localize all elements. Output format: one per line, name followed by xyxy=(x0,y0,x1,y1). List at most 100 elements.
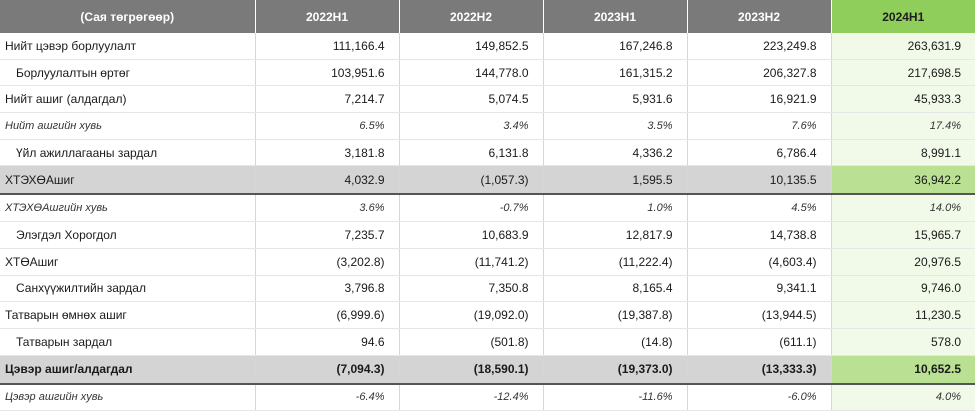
cell-value: 6,131.8 xyxy=(399,139,544,167)
cell-value: 223,249.8 xyxy=(687,33,832,60)
cell-value: 7.6% xyxy=(687,112,832,140)
cell-value: (6,999.6) xyxy=(255,301,400,329)
cell-value: 6,786.4 xyxy=(687,139,832,167)
cell-value: (19,092.0) xyxy=(399,301,544,329)
cell-value: (4,603.4) xyxy=(687,248,832,276)
row-label: Нийт ашиг (алдагдал) xyxy=(0,85,256,114)
table-row-band: ХТЭХӨАшиг 4,032.9 (1,057.3) 1,595.5 10,1… xyxy=(0,165,975,196)
cell-value: 94.6 xyxy=(255,328,400,356)
table-row: Татварын өмнөх ашиг (6,999.6) (19,092.0)… xyxy=(0,301,975,329)
table-row: Нийт цэвэр борлуулалт 111,166.4 149,852.… xyxy=(0,33,975,60)
cell-value: (19,373.0) xyxy=(543,354,688,385)
cell-value: (611.1) xyxy=(687,328,832,356)
cell-value-highlight: 263,631.9 xyxy=(831,33,975,60)
header-row: (Сая төгрөгөөр) 2022H1 2022H2 2023H1 202… xyxy=(0,0,975,33)
cell-value: 1.0% xyxy=(543,194,688,223)
cell-value: 103,951.6 xyxy=(255,59,400,87)
cell-value: (14.8) xyxy=(543,328,688,356)
cell-value: (3,202.8) xyxy=(255,248,400,276)
row-label: Нийт цэвэр борлуулалт xyxy=(0,33,256,60)
cell-value-highlight: 4.0% xyxy=(831,383,975,412)
cell-value: 4,336.2 xyxy=(543,139,688,167)
header-2022h1: 2022H1 xyxy=(255,0,400,33)
cell-value: 206,327.8 xyxy=(687,59,832,87)
cell-value: (11,222.4) xyxy=(543,248,688,276)
row-label: ХТӨАшиг xyxy=(0,248,256,276)
cell-value: 7,235.7 xyxy=(255,221,400,249)
header-2023h2: 2023H2 xyxy=(687,0,832,33)
cell-value: 6.5% xyxy=(255,112,400,140)
row-label: Татварын зардал xyxy=(0,328,256,356)
table-row: Борлуулалтын өртөг 103,951.6 144,778.0 1… xyxy=(0,59,975,87)
header-unit: (Сая төгрөгөөр) xyxy=(0,0,256,33)
row-label: Цэвэр ашиг/алдагдал xyxy=(0,354,256,385)
row-label: Үйл ажиллагааны зардал xyxy=(0,139,256,167)
cell-value-highlight: 11,230.5 xyxy=(831,301,975,329)
cell-value-highlight: 578.0 xyxy=(831,328,975,356)
cell-value: (7,094.3) xyxy=(255,354,400,385)
cell-value: 161,315.2 xyxy=(543,59,688,87)
header-2023h1: 2023H1 xyxy=(543,0,688,33)
cell-value: (501.8) xyxy=(399,328,544,356)
cell-value: 16,921.9 xyxy=(687,85,832,114)
cell-value-highlight: 36,942.2 xyxy=(831,165,975,196)
table-row: Санхүүжилтийн зардал 3,796.8 7,350.8 8,1… xyxy=(0,275,975,303)
cell-value: 1,595.5 xyxy=(543,165,688,196)
cell-value-highlight: 45,933.3 xyxy=(831,85,975,114)
table-row: Нийт ашгийн хувь 6.5% 3.4% 3.5% 7.6% 17.… xyxy=(0,112,975,140)
cell-value: 7,350.8 xyxy=(399,275,544,303)
cell-value: 14,738.8 xyxy=(687,221,832,249)
cell-value: 10,135.5 xyxy=(687,165,832,196)
cell-value: (1,057.3) xyxy=(399,165,544,196)
row-label: Элэгдэл Хорогдол xyxy=(0,221,256,249)
cell-value-highlight: 17.4% xyxy=(831,112,975,140)
cell-value: 5,931.6 xyxy=(543,85,688,114)
cell-value: -12.4% xyxy=(399,383,544,412)
cell-value: 149,852.5 xyxy=(399,33,544,60)
cell-value: 10,683.9 xyxy=(399,221,544,249)
cell-value: (13,333.3) xyxy=(687,354,832,385)
table-row: Үйл ажиллагааны зардал 3,181.8 6,131.8 4… xyxy=(0,139,975,167)
cell-value: (18,590.1) xyxy=(399,354,544,385)
cell-value-highlight: 9,746.0 xyxy=(831,275,975,303)
cell-value: 3.4% xyxy=(399,112,544,140)
cell-value: -6.4% xyxy=(255,383,400,412)
cell-value: (13,944.5) xyxy=(687,301,832,329)
row-label: Нийт ашгийн хувь xyxy=(0,112,256,140)
cell-value: 4,032.9 xyxy=(255,165,400,196)
cell-value: 3,796.8 xyxy=(255,275,400,303)
header-2024h1: 2024H1 xyxy=(831,0,975,33)
cell-value: 5,074.5 xyxy=(399,85,544,114)
cell-value-highlight: 15,965.7 xyxy=(831,221,975,249)
cell-value: 7,214.7 xyxy=(255,85,400,114)
cell-value: 3,181.8 xyxy=(255,139,400,167)
row-label: Цэвэр ашгийн хувь xyxy=(0,383,256,412)
table-row: ХТӨАшиг (3,202.8) (11,741.2) (11,222.4) … xyxy=(0,248,975,276)
cell-value-highlight: 20,976.5 xyxy=(831,248,975,276)
table-row: Элэгдэл Хорогдол 7,235.7 10,683.9 12,817… xyxy=(0,221,975,249)
cell-value: 144,778.0 xyxy=(399,59,544,87)
cell-value-highlight: 14.0% xyxy=(831,194,975,223)
row-label: ХТЭХӨАшиг xyxy=(0,165,256,196)
table-row: Цэвэр ашгийн хувь -6.4% -12.4% -11.6% -6… xyxy=(0,383,975,412)
cell-value-highlight: 217,698.5 xyxy=(831,59,975,87)
cell-value: 12,817.9 xyxy=(543,221,688,249)
cell-value: 167,246.8 xyxy=(543,33,688,60)
cell-value: 4.5% xyxy=(687,194,832,223)
row-label: Татварын өмнөх ашиг xyxy=(0,301,256,329)
table-row: Татварын зардал 94.6 (501.8) (14.8) (611… xyxy=(0,328,975,356)
row-label: Санхүүжилтийн зардал xyxy=(0,275,256,303)
cell-value: 111,166.4 xyxy=(255,33,400,60)
row-label: Борлуулалтын өртөг xyxy=(0,59,256,87)
cell-value: 9,341.1 xyxy=(687,275,832,303)
row-label: ХТЭХӨАшгийн хувь xyxy=(0,194,256,223)
cell-value-highlight: 10,652.5 xyxy=(831,354,975,385)
cell-value: -11.6% xyxy=(543,383,688,412)
header-2022h2: 2022H2 xyxy=(399,0,544,33)
table-row-band: Цэвэр ашиг/алдагдал (7,094.3) (18,590.1)… xyxy=(0,354,975,385)
table-row: ХТЭХӨАшгийн хувь 3.6% -0.7% 1.0% 4.5% 14… xyxy=(0,194,975,223)
cell-value: 8,165.4 xyxy=(543,275,688,303)
cell-value-highlight: 8,991.1 xyxy=(831,139,975,167)
cell-value: -0.7% xyxy=(399,194,544,223)
